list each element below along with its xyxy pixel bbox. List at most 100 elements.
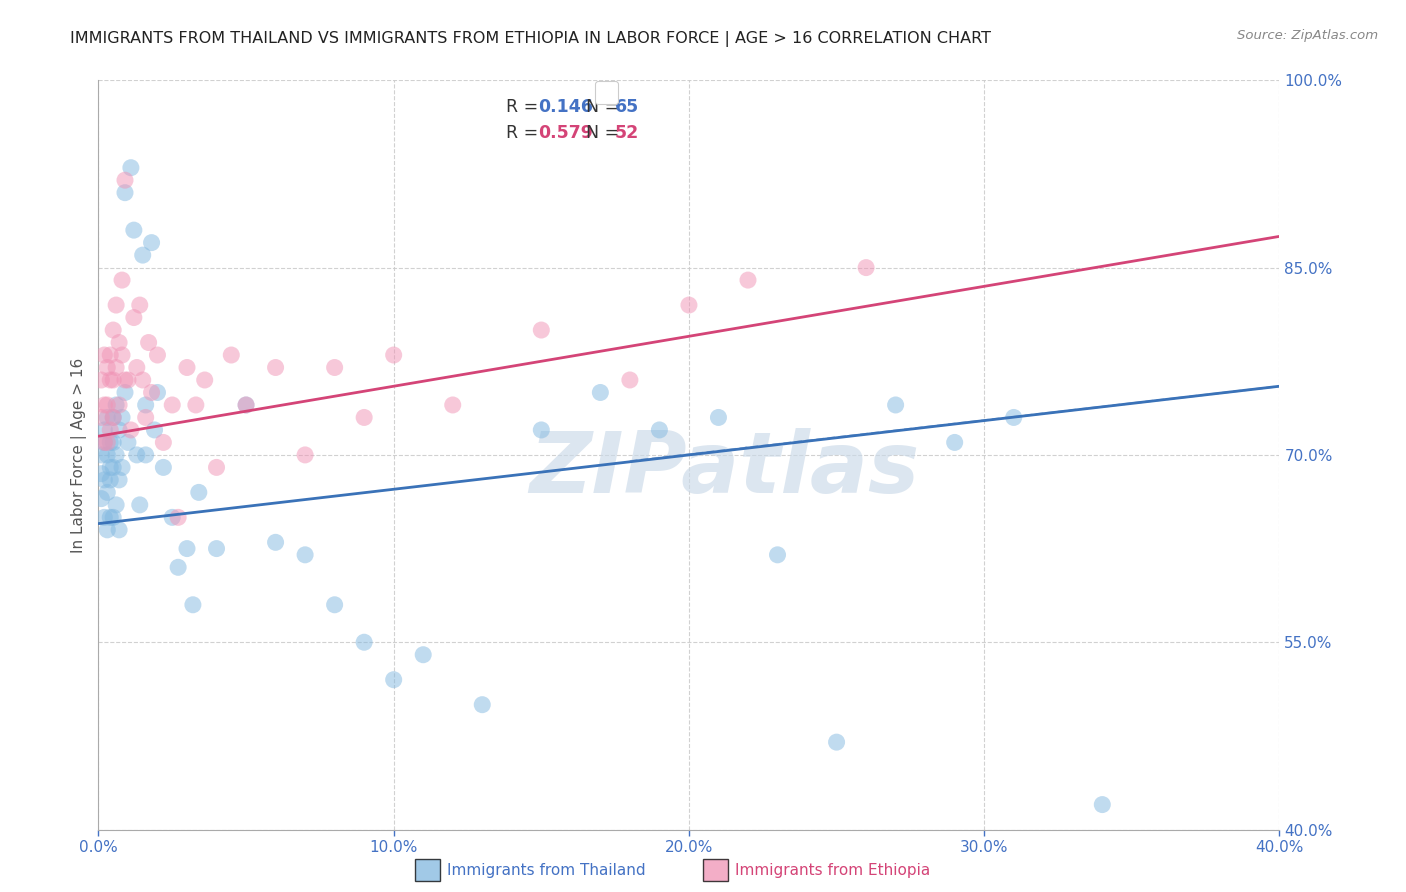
Point	[176, 541, 198, 556]
Point	[530, 323, 553, 337]
Y-axis label: In Labor Force | Age > 16: In Labor Force | Age > 16	[72, 358, 87, 552]
Point	[141, 235, 163, 250]
Point	[943, 435, 966, 450]
Point	[382, 348, 405, 362]
Point	[111, 273, 134, 287]
Text: IMMIGRANTS FROM THAILAND VS IMMIGRANTS FROM ETHIOPIA IN LABOR FORCE | AGE > 16 C: IMMIGRANTS FROM THAILAND VS IMMIGRANTS F…	[70, 31, 991, 47]
Point	[90, 448, 112, 462]
Point	[103, 435, 125, 450]
Point	[125, 448, 148, 462]
Point	[146, 348, 169, 362]
Point	[103, 410, 125, 425]
Point	[114, 173, 136, 187]
Point	[125, 360, 148, 375]
Point	[111, 460, 134, 475]
Point	[105, 298, 128, 312]
Point	[96, 523, 118, 537]
Point	[93, 435, 115, 450]
Point	[187, 485, 209, 500]
Point	[128, 498, 150, 512]
Text: N =: N =	[586, 124, 624, 142]
Point	[530, 423, 553, 437]
Point	[103, 373, 125, 387]
Point	[120, 161, 142, 175]
Point	[96, 448, 118, 462]
Point	[264, 360, 287, 375]
Point	[120, 423, 142, 437]
Point	[132, 248, 155, 262]
Point	[90, 491, 112, 506]
Point	[162, 510, 183, 524]
Point	[441, 398, 464, 412]
Legend: 	[595, 81, 617, 104]
Point	[93, 423, 115, 437]
Point	[135, 448, 157, 462]
Point	[90, 410, 112, 425]
Point	[766, 548, 789, 562]
Point	[103, 460, 125, 475]
Point	[98, 435, 121, 450]
Point	[648, 423, 671, 437]
Point	[619, 373, 641, 387]
Point	[114, 186, 136, 200]
Point	[678, 298, 700, 312]
Point	[111, 410, 134, 425]
Point	[96, 398, 118, 412]
Point	[235, 398, 257, 412]
Point	[98, 348, 121, 362]
Point	[128, 298, 150, 312]
Point	[353, 410, 375, 425]
Point	[737, 273, 759, 287]
Point	[108, 523, 131, 537]
Point	[135, 410, 157, 425]
Point	[98, 460, 121, 475]
Point	[1002, 410, 1025, 425]
Point	[105, 448, 128, 462]
Point	[707, 410, 730, 425]
Point	[103, 410, 125, 425]
Point	[323, 360, 346, 375]
Point	[90, 373, 112, 387]
Point	[589, 385, 612, 400]
Point	[93, 510, 115, 524]
Point	[205, 541, 228, 556]
Point	[98, 510, 121, 524]
Point	[98, 423, 121, 437]
Point	[93, 473, 115, 487]
Point	[108, 335, 131, 350]
Text: 0.146: 0.146	[537, 97, 593, 115]
Point	[96, 435, 118, 450]
Text: ZIPatlas: ZIPatlas	[529, 428, 920, 511]
Point	[471, 698, 494, 712]
Text: 0.579: 0.579	[537, 124, 593, 142]
Point	[235, 398, 257, 412]
Point	[103, 323, 125, 337]
Point	[98, 373, 121, 387]
Point	[884, 398, 907, 412]
Point	[162, 398, 183, 412]
Point	[825, 735, 848, 749]
Point	[117, 435, 139, 450]
Point	[90, 467, 112, 481]
Point	[412, 648, 434, 662]
Point	[143, 423, 166, 437]
Point	[167, 510, 190, 524]
Point	[146, 385, 169, 400]
Point	[294, 548, 316, 562]
Point	[96, 410, 118, 425]
Point	[105, 360, 128, 375]
Point	[205, 460, 228, 475]
Point	[108, 423, 131, 437]
Text: 52: 52	[614, 124, 638, 142]
Point	[264, 535, 287, 549]
Point	[98, 473, 121, 487]
Point	[194, 373, 217, 387]
Point	[122, 223, 145, 237]
Point	[108, 473, 131, 487]
Point	[141, 385, 163, 400]
Point	[323, 598, 346, 612]
Point	[167, 560, 190, 574]
Point	[105, 498, 128, 512]
Point	[111, 348, 134, 362]
Point	[855, 260, 877, 275]
